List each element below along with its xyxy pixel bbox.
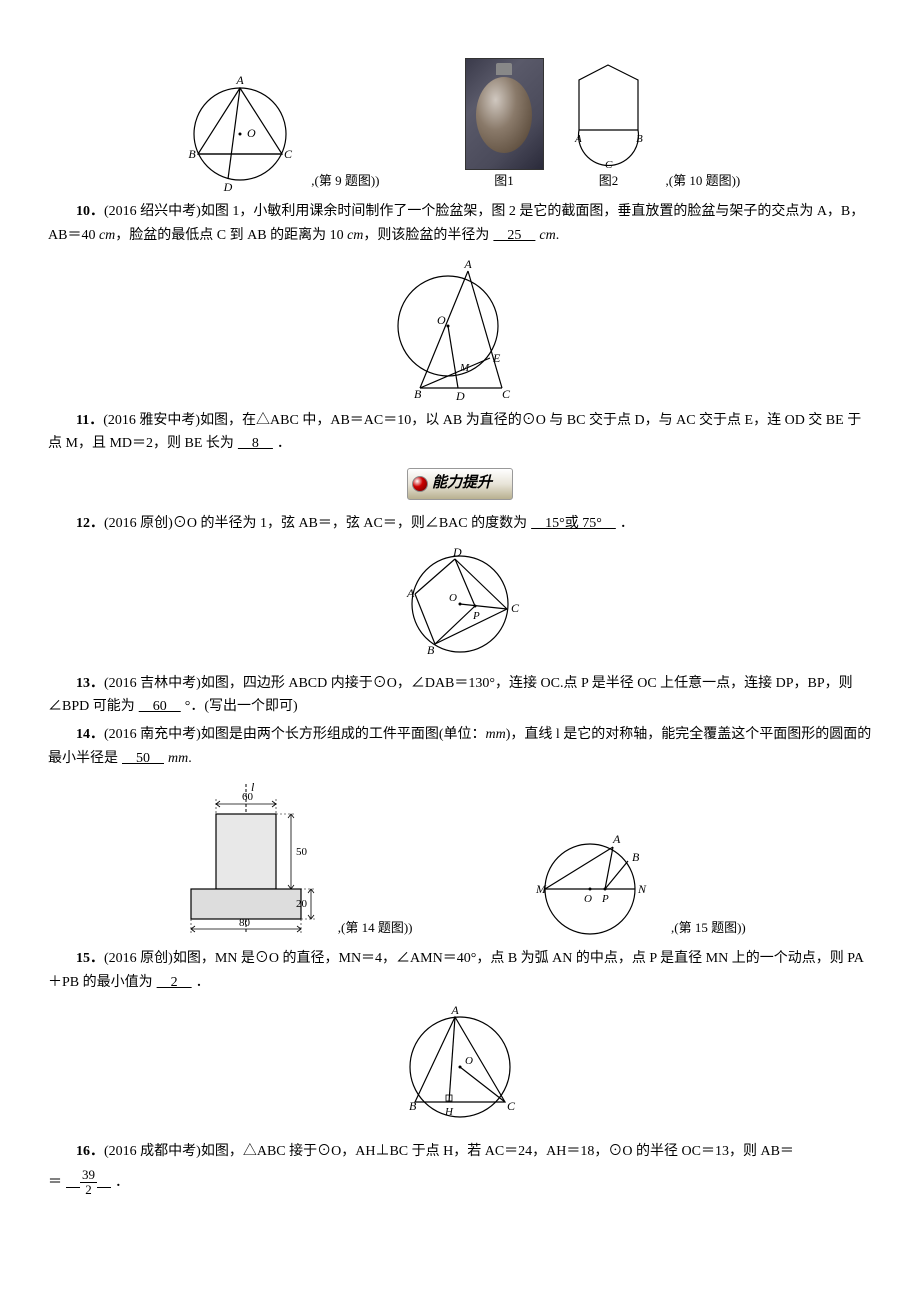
problem-13-number: 13． [76, 676, 104, 691]
problem-10: 10．(2016 绍兴中考)如图 1，小敏利用课余时间制作了一个脸盆架，图 2 … [48, 200, 872, 248]
svg-text:D: D [222, 180, 232, 192]
problem-16: 16．(2016 成都中考)如图，△ABC 接于⊙O，AH⊥BC 于点 H，若 … [48, 1140, 872, 1164]
svg-text:M: M [535, 882, 547, 896]
svg-text:C: C [507, 1099, 516, 1113]
problem-16-answer: 392 [62, 1175, 115, 1190]
svg-text:H: H [444, 1106, 454, 1118]
problem-12-number: 12． [76, 516, 104, 531]
svg-text:C: C [502, 387, 511, 401]
svg-text:B: B [414, 387, 422, 401]
problem-10-source: (2016 绍兴中考) [104, 204, 201, 219]
svg-text:M: M [459, 362, 470, 374]
figure-14-svg: 60 l 50 20 80 [166, 779, 326, 939]
figure-row-14-15: 60 l 50 20 80 ,(第 14 [48, 779, 872, 939]
svg-text:D: D [452, 545, 462, 559]
problem-11: 11．(2016 雅安中考)如图，在△ABC 中，AB＝AC＝10，以 AB 为… [48, 409, 872, 457]
svg-text:A: A [235, 73, 244, 87]
svg-text:E: E [492, 351, 501, 365]
svg-text:P: P [601, 893, 609, 905]
figure-9-svg: A B C D O [180, 72, 300, 192]
problem-11-answer: 8 [234, 436, 277, 451]
svg-text:D: D [455, 389, 465, 401]
problem-15-number: 15． [76, 951, 104, 966]
figure-10-svg: A B C [571, 60, 646, 170]
svg-text:O: O [584, 893, 592, 905]
figure-16-row: A B C O H [48, 1002, 872, 1132]
problem-13-answer: 60 [135, 699, 185, 714]
figure-11-row: A B C D E O M [48, 256, 872, 401]
problem-11-number: 11． [76, 413, 103, 428]
svg-text:50: 50 [296, 846, 308, 858]
svg-text:A: A [450, 1003, 459, 1017]
problem-14-answer: 50 [118, 751, 168, 766]
svg-text:A: A [574, 133, 582, 145]
figure-11-svg: A B C D E O M [390, 256, 530, 401]
figure-10-photo [465, 58, 544, 170]
svg-text:20: 20 [296, 898, 308, 910]
problem-15-answer: 2 [153, 975, 196, 990]
svg-text:N: N [637, 882, 647, 896]
svg-text:B: B [636, 133, 643, 145]
svg-text:80: 80 [239, 917, 251, 929]
svg-text:A: A [463, 257, 472, 271]
problem-14: 14．(2016 南充中考)如图是由两个长方形组成的工件平面图(单位：mm)，直… [48, 723, 872, 771]
svg-text:A: A [406, 586, 415, 600]
svg-text:P: P [472, 610, 480, 622]
problem-16-number: 16． [76, 1144, 104, 1159]
svg-text:O: O [247, 126, 256, 140]
problem-14-source: (2016 南充中考) [104, 727, 201, 742]
problem-12: 12．(2016 原创)⊙O 的半径为 1，弦 AB＝，弦 AC＝，则∠BAC … [48, 512, 872, 536]
banner-dot-icon [412, 476, 428, 492]
svg-text:B: B [409, 1099, 417, 1113]
problem-16-source: (2016 成都中考) [104, 1144, 201, 1159]
svg-text:B: B [632, 850, 640, 864]
figure-row-9-10: A B C D O ,(第 9 题图)) 图1 A B C 图2 ,(第 10 … [48, 58, 872, 192]
problem-16-answer-line: ＝ 392 ． [48, 1168, 872, 1198]
figure-10-label1: 图1 [457, 170, 552, 192]
figure-9-caption: ,(第 9 题图)) [311, 170, 379, 192]
problem-15: 15．(2016 原创)如图，MN 是⊙O 的直径，MN＝4，∠AMN＝40°，… [48, 947, 872, 995]
ability-banner: 能力提升 [48, 468, 872, 500]
problem-11-source: (2016 雅安中考) [103, 413, 200, 428]
svg-text:B: B [427, 643, 435, 657]
problem-13: 13．(2016 吉林中考)如图，四边形 ABCD 内接于⊙O，∠DAB＝130… [48, 672, 872, 720]
problem-12-source: (2016 原创) [104, 516, 173, 531]
problem-12-answer: 15°或 75° [527, 516, 620, 531]
figure-14-caption: ,(第 14 题图)) [338, 917, 413, 939]
svg-text:O: O [437, 313, 446, 327]
figure-10-caption: ,(第 10 题图)) [666, 170, 741, 192]
problem-10-number: 10． [76, 204, 104, 219]
svg-text:B: B [188, 147, 196, 161]
figure-13-row: A B C D O P [48, 544, 872, 664]
problem-15-source: (2016 原创) [104, 951, 173, 966]
figure-15-caption: ,(第 15 题图)) [671, 917, 746, 939]
svg-text:C: C [605, 159, 613, 170]
svg-text:C: C [511, 601, 520, 615]
svg-text:O: O [449, 592, 457, 604]
problem-13-source: (2016 吉林中考) [104, 676, 201, 691]
figure-13-svg: A B C D O P [395, 544, 525, 664]
svg-text:l: l [251, 780, 255, 794]
figure-16-svg: A B C O H [395, 1002, 525, 1132]
problem-10-answer: 25 [489, 228, 539, 243]
svg-text:A: A [612, 832, 621, 846]
figure-15-svg: A B M N O P [520, 819, 660, 939]
problem-14-number: 14． [76, 727, 104, 742]
svg-text:O: O [465, 1055, 473, 1067]
svg-text:C: C [284, 147, 293, 161]
figure-10-label2: 图2 [571, 170, 646, 192]
